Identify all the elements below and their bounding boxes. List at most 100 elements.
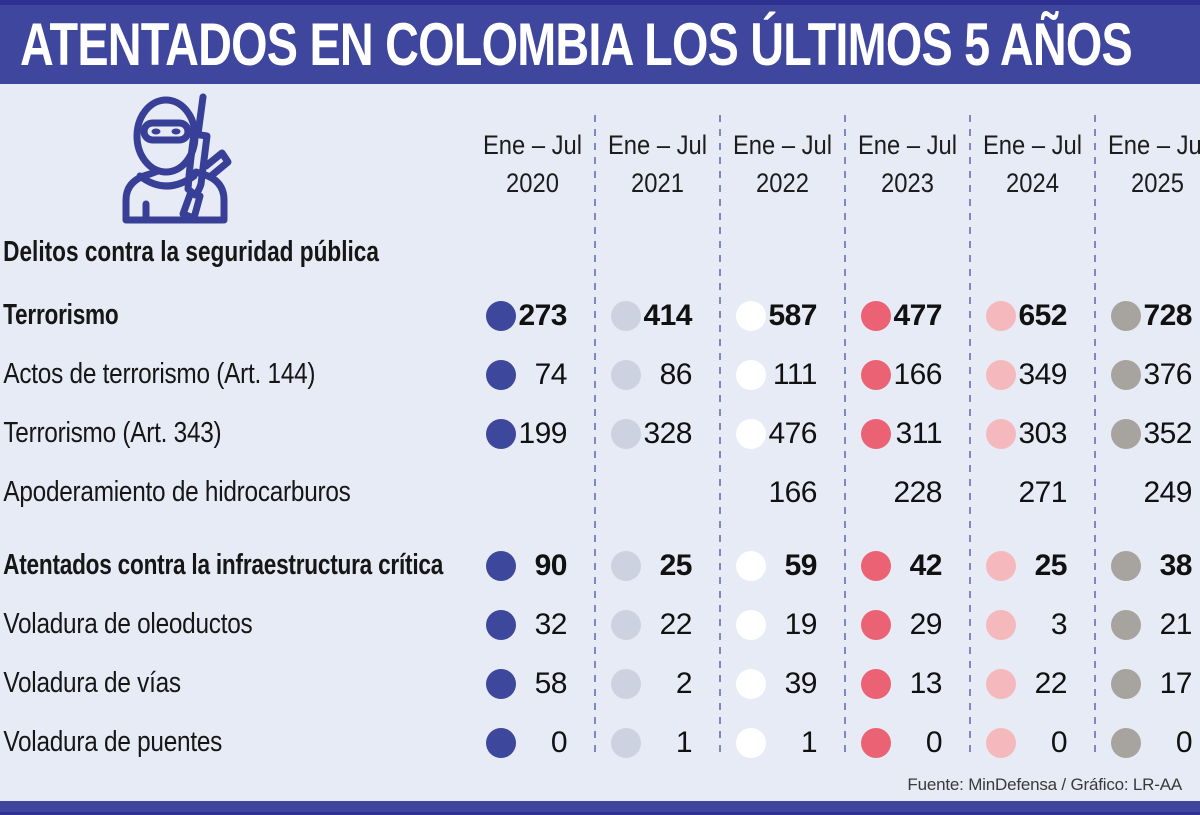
value-cell: 22 (595, 608, 720, 642)
value-cell: 1 (720, 726, 845, 760)
value-cell (470, 478, 595, 508)
value-cell (595, 478, 720, 508)
cell-value: 476 (768, 416, 817, 450)
cell-value: 0 (1175, 725, 1193, 759)
value-dot (861, 609, 891, 640)
value-cell: 59 (720, 549, 845, 583)
value-dot (611, 359, 641, 390)
row-label: Voladura de puentes (3, 726, 223, 758)
value-cell: 21 (1095, 608, 1200, 642)
row-label: Terrorismo (3, 299, 119, 331)
cell-value: 32 (534, 607, 568, 641)
value-dot (986, 300, 1016, 331)
bottom-border (0, 801, 1200, 815)
value-dot (611, 418, 641, 449)
value-cell: 328 (595, 417, 720, 451)
value-dot (736, 300, 766, 331)
cell-value: 59 (784, 548, 818, 582)
column-header: Ene – Jul 2022 (720, 126, 845, 202)
section-title: Delitos contra la seguridad pública (3, 236, 379, 268)
value-dot (736, 668, 766, 699)
value-cell: 652 (970, 299, 1095, 333)
value-cell: 166 (720, 476, 845, 510)
table-row: Terrorismo 273 414 587 477 652 728 (0, 286, 1200, 345)
column-separator (1094, 115, 1096, 755)
row-label: Terrorismo (Art. 343) (3, 417, 222, 449)
value-cell: 476 (720, 417, 845, 451)
value-cell: 19 (720, 608, 845, 642)
value-dot (861, 668, 891, 699)
value-dot (486, 300, 516, 331)
header-cells: Ene – Jul 2020 Ene – Jul 2021 Ene – Jul 2022 E… (470, 126, 1200, 202)
value-cell: 38 (1095, 549, 1200, 583)
cell-value: 29 (909, 607, 943, 641)
value-dot (736, 418, 766, 449)
cell-value: 19 (784, 607, 818, 641)
value-cell: 58 (470, 667, 595, 701)
row-label: Apoderamiento de hidrocarburos (3, 476, 351, 508)
value-dot (736, 550, 766, 581)
cell-value: 3 (1050, 607, 1068, 641)
column-period-label: Ene – Jul (732, 130, 833, 160)
column-separator (969, 115, 971, 755)
value-dot (986, 668, 1016, 699)
cell-value: 2 (675, 666, 693, 700)
cell-value: 1 (675, 725, 693, 759)
column-separator (719, 115, 721, 755)
cell-value: 74 (534, 357, 568, 391)
value-cell: 13 (845, 667, 970, 701)
table-row: Terrorismo (Art. 343) 199 328 476 311 303 352 (0, 404, 1200, 463)
column-header: Ene – Jul 2020 (470, 126, 595, 202)
value-cell: 25 (595, 549, 720, 583)
cell-value: 25 (1034, 548, 1068, 582)
value-cell: 352 (1095, 417, 1200, 451)
cell-value: 39 (784, 666, 818, 700)
column-year-label: 2023 (881, 168, 934, 198)
value-cell: 477 (845, 299, 970, 333)
value-dot (611, 550, 641, 581)
value-dot (486, 727, 516, 758)
value-cell: 90 (470, 549, 595, 583)
value-dot (1111, 359, 1141, 390)
value-cell: 249 (1095, 476, 1200, 510)
cell-value: 199 (518, 416, 567, 450)
cell-value: 0 (925, 725, 943, 759)
table-row: Actos de terrorismo (Art. 144) 74 86 111 166… (0, 345, 1200, 404)
value-cell: 728 (1095, 299, 1200, 333)
cell-value: 166 (768, 475, 817, 509)
row-label: Actos de terrorismo (Art. 144) (3, 358, 316, 390)
value-cell: 376 (1095, 358, 1200, 392)
value-cell: 271 (970, 476, 1095, 510)
cell-value: 38 (1159, 548, 1193, 582)
cell-value: 166 (893, 357, 942, 391)
value-cell: 303 (970, 417, 1095, 451)
cell-value: 352 (1143, 416, 1192, 450)
cell-value: 249 (1143, 475, 1192, 509)
cell-value: 303 (1018, 416, 1067, 450)
cell-value: 0 (550, 725, 568, 759)
value-dot (861, 550, 891, 581)
value-cell: 86 (595, 358, 720, 392)
cell-value: 376 (1143, 357, 1192, 391)
value-dot (986, 550, 1016, 581)
value-dot (986, 609, 1016, 640)
table-row: Voladura de oleoductos 32 22 19 29 3 21 (0, 595, 1200, 654)
cell-value: 328 (643, 416, 692, 450)
value-cell: 32 (470, 608, 595, 642)
column-year-label: 2025 (1131, 168, 1184, 198)
row-label: Voladura de vías (3, 667, 181, 699)
title-banner: ATENTADOS EN COLOMBIA LOS ÚLTIMOS 5 AÑOS (0, 5, 1200, 84)
value-dot (1111, 727, 1141, 758)
value-dot (736, 727, 766, 758)
value-cell: 42 (845, 549, 970, 583)
column-header: Ene – Jul 2024 (970, 126, 1095, 202)
value-cell: 3 (970, 608, 1095, 642)
top-border (0, 0, 1200, 5)
value-cell: 0 (470, 726, 595, 760)
cell-value: 17 (1159, 666, 1193, 700)
value-cell: 0 (845, 726, 970, 760)
table-row: Atentados contra la infraestructura crít… (0, 536, 1200, 595)
cell-value: 13 (909, 666, 943, 700)
value-cell: 273 (470, 299, 595, 333)
